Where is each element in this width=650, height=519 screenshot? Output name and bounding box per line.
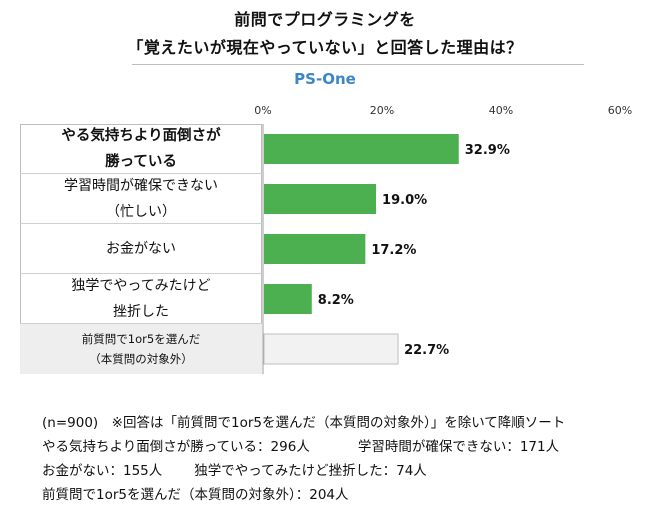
brand-label: PS-One — [294, 70, 356, 88]
category-label-line: 挫折した — [113, 303, 169, 320]
footnotes: (n=900) ※回答は「前質問で1or5を選んだ（本質問の対象外）」を除いて降… — [42, 411, 565, 507]
category-label-line: 勝っている — [105, 153, 177, 170]
bar — [264, 184, 377, 214]
footnote-counts-2: お金がない：155人 独学でやってみたけど挫折した：74人 — [42, 459, 565, 483]
data-label: 32.9% — [465, 143, 510, 158]
category-label-line: お金がない — [106, 240, 176, 257]
count-2: 学習時間が確保できない：171人 — [357, 439, 560, 455]
data-label: 17.2% — [371, 243, 416, 258]
category-label-line: （忙しい） — [106, 203, 176, 220]
category-label: 学習時間が確保できない （忙しい） — [20, 174, 262, 224]
data-label: 19.0% — [382, 193, 427, 208]
bar — [263, 333, 399, 365]
bar — [264, 284, 312, 314]
category-label-line: 前質問で1or5を選んだ — [81, 332, 201, 346]
x-tick-label: 0% — [254, 104, 271, 117]
footnote-counts-1: やる気持ちより面倒さが勝っている：296人 学習時間が確保できない：171人 — [42, 435, 565, 459]
footnote-counts-3: 前質問で1or5を選んだ（本質問の対象外）：204人 — [42, 487, 349, 503]
chart-title-line-2: 「覚えたいが現在やっていない」と回答した理由は？ — [127, 38, 523, 57]
count-3: お金がない：155人 — [42, 463, 163, 479]
category-label-line: やる気持ちより面倒さが — [61, 127, 221, 144]
category-label: やる気持ちより面倒さが 勝っている — [20, 124, 262, 174]
data-label: 8.2% — [318, 293, 354, 308]
data-label: 22.7% — [404, 343, 449, 358]
x-tick-label: 20% — [370, 104, 394, 117]
footnote-sample: (n=900) ※回答は「前質問で1or5を選んだ（本質問の対象外）」を除いて降… — [42, 415, 566, 431]
category-label: 独学でやってみたけど 挫折した — [20, 274, 262, 324]
bar — [264, 234, 366, 264]
x-tick-label: 40% — [489, 104, 513, 117]
title-divider — [132, 64, 584, 65]
x-tick-label: 60% — [608, 104, 632, 117]
bar-chart: 0% 20% 40% 60% 32.9% 19.0% 17.2% 8.2% 22.7% — [254, 104, 632, 374]
bar — [264, 134, 459, 164]
category-label-line: （本質問の対象外） — [89, 352, 193, 366]
chart-title-line-1: 前問でプログラミングを — [234, 10, 416, 29]
category-label-line: 独学でやってみたけど — [71, 277, 211, 294]
category-label-line: 学習時間が確保できない — [64, 177, 218, 194]
category-label: お金がない — [20, 224, 262, 274]
count-1: やる気持ちより面倒さが勝っている：296人 — [42, 439, 310, 455]
category-label: 前質問で1or5を選んだ （本質問の対象外） — [20, 324, 262, 374]
count-4: 独学でやってみたけど挫折した：74人 — [194, 463, 427, 479]
